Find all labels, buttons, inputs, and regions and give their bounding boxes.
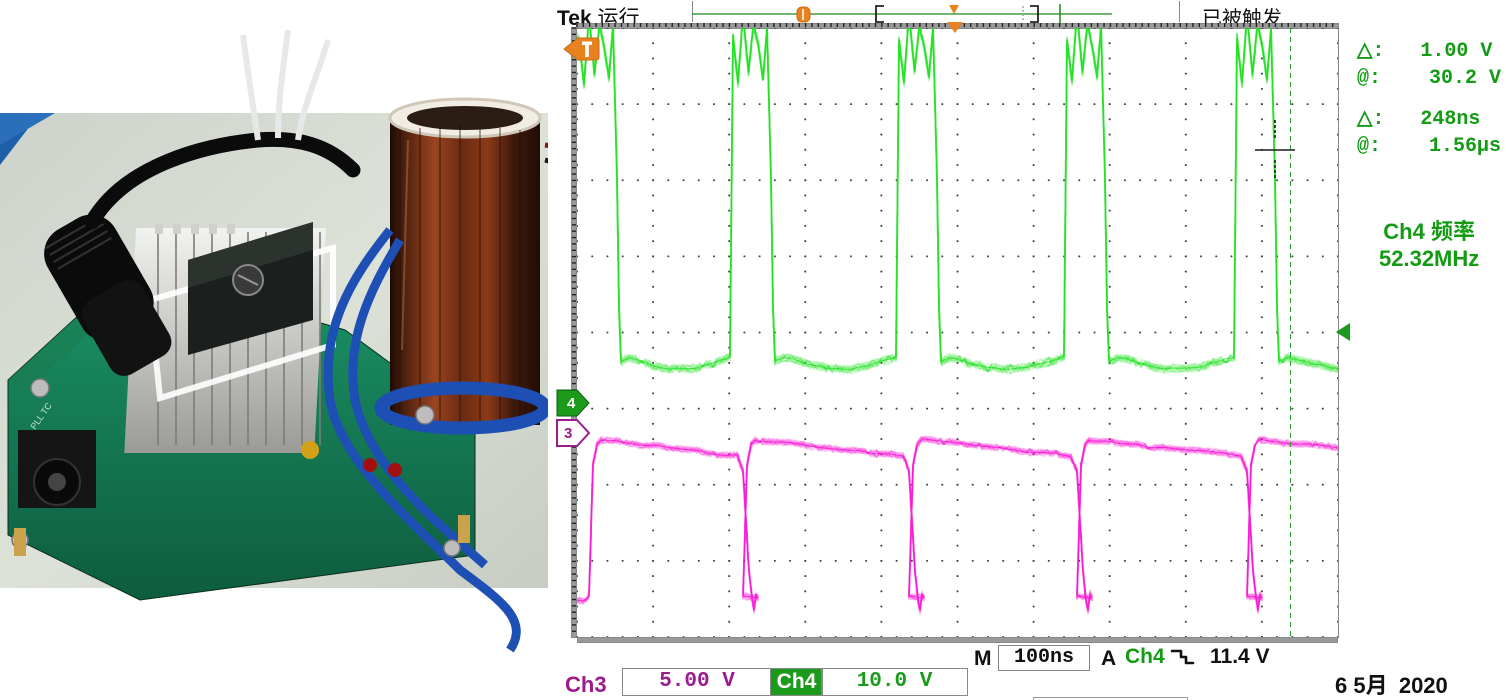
svg-text:3: 3: [564, 425, 572, 442]
svg-text:4: 4: [567, 395, 576, 412]
